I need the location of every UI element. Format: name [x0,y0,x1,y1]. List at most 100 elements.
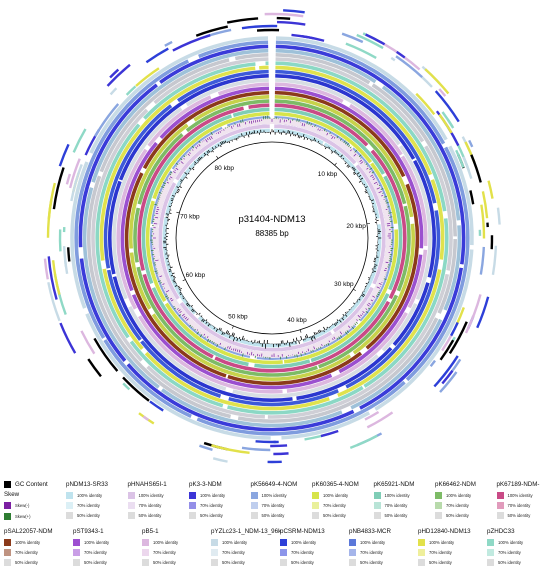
ring-legend-entry: 50% identity [66,511,100,519]
gc-spike [215,328,218,332]
ring-segment [143,62,256,120]
identity-label: 50% identity [446,512,469,518]
skew-spike [376,293,380,296]
ring-segment [164,302,283,365]
blast-ring [150,116,394,360]
gc-baseline [165,131,379,345]
skew-spike [238,349,241,353]
fragment-hit [356,33,384,50]
skew-spike [192,149,194,151]
gc-spike [215,146,217,149]
fragment-hit [47,182,56,220]
fragment-hit [364,410,380,421]
fragment-hit [52,167,65,210]
gc-spike [168,205,171,208]
gc-spike [194,161,197,164]
ring-segment [159,86,270,140]
ring-legend-entry: 100% identity [487,538,523,546]
fragment-hit [67,247,71,262]
fragment-hit [349,434,378,449]
skew-spike [316,348,318,350]
gc-spike [213,327,216,330]
identity-label: 100% identity [446,492,472,498]
ring-segment [274,103,369,147]
skew-spike [210,135,213,139]
ring-segment [405,146,470,382]
fragment-hit [87,358,102,378]
gc-spike [203,152,207,156]
skew-spike [195,146,198,149]
identity-label: 70% identity [261,502,285,508]
ring-segment [214,300,391,373]
ring-segment [283,229,399,364]
ring-segment [370,162,398,224]
ring-legend-title: pNB4833-MCR [349,528,391,535]
gc-spike [323,330,325,333]
gc-spike [342,157,345,160]
skew-spike [339,335,342,338]
ring-segment [129,340,224,408]
blast-ring [124,90,420,386]
ring-legend-title: pK60365-4-NOM [312,481,359,488]
ring-segment [150,227,251,358]
skew-spike [343,140,346,144]
fragment-hit [439,371,458,393]
fragment-hit [447,119,455,129]
fragment-hit [448,321,468,355]
identity-swatch [280,558,287,566]
skew-spike [366,304,370,307]
ring-segment [275,40,446,145]
fragment-hit [283,9,305,14]
ring-legend-entry: 100% identity [189,491,225,499]
ring-segment [302,224,382,343]
ring-segment [120,141,158,292]
gc-spike [341,317,345,321]
gc-spike [194,163,196,166]
identity-swatch [435,501,442,509]
ring-legend-entry: 70% identity [250,501,285,509]
fragment-hit [255,440,276,444]
fragment-hit [256,28,280,32]
skew-spike [369,167,373,171]
skew-spike [323,128,326,132]
gc-spike [336,321,339,324]
ring-segment [162,216,197,315]
blast-ring [137,103,407,373]
gc-spike [217,144,220,147]
ring-segment [228,389,339,407]
gc-spike [220,328,222,331]
gc-spike [180,181,183,183]
skew-spike [216,343,219,347]
skew-spike [312,349,314,352]
gc-spike [228,140,231,144]
identity-label: 50% identity [507,512,531,518]
reference-name: p31404-NDM13 [238,214,305,225]
gc-spike [248,131,251,135]
skew-spike [370,174,374,177]
gc-spike [314,139,317,142]
identity-label: 100% identity [384,492,410,498]
identity-swatch [418,538,425,546]
gc-spike [315,332,317,335]
fragment-hit [70,164,83,202]
gc-spike [227,331,230,335]
fragment-hit [149,400,164,412]
ring-segment [102,268,144,351]
skew-spike [385,202,389,204]
skew-spike [360,161,364,165]
identity-swatch [349,558,356,566]
fragment-hit [496,207,501,225]
gc-spike [220,145,222,148]
skew-spike [210,131,213,136]
ring-segment [399,145,432,301]
gc-spike [196,313,198,315]
ring-legend-title: pST9343-1 [73,528,104,535]
ring-legend-entry: 70% identity [4,548,38,556]
gc-spike [210,151,212,153]
skew-spike [347,325,351,329]
gc-spike [344,311,347,314]
identity-label: 100% identity [138,492,164,498]
gc-spike [352,167,355,170]
skew-pos-label: Skew(+) [15,513,31,519]
gc-spike [351,166,354,169]
